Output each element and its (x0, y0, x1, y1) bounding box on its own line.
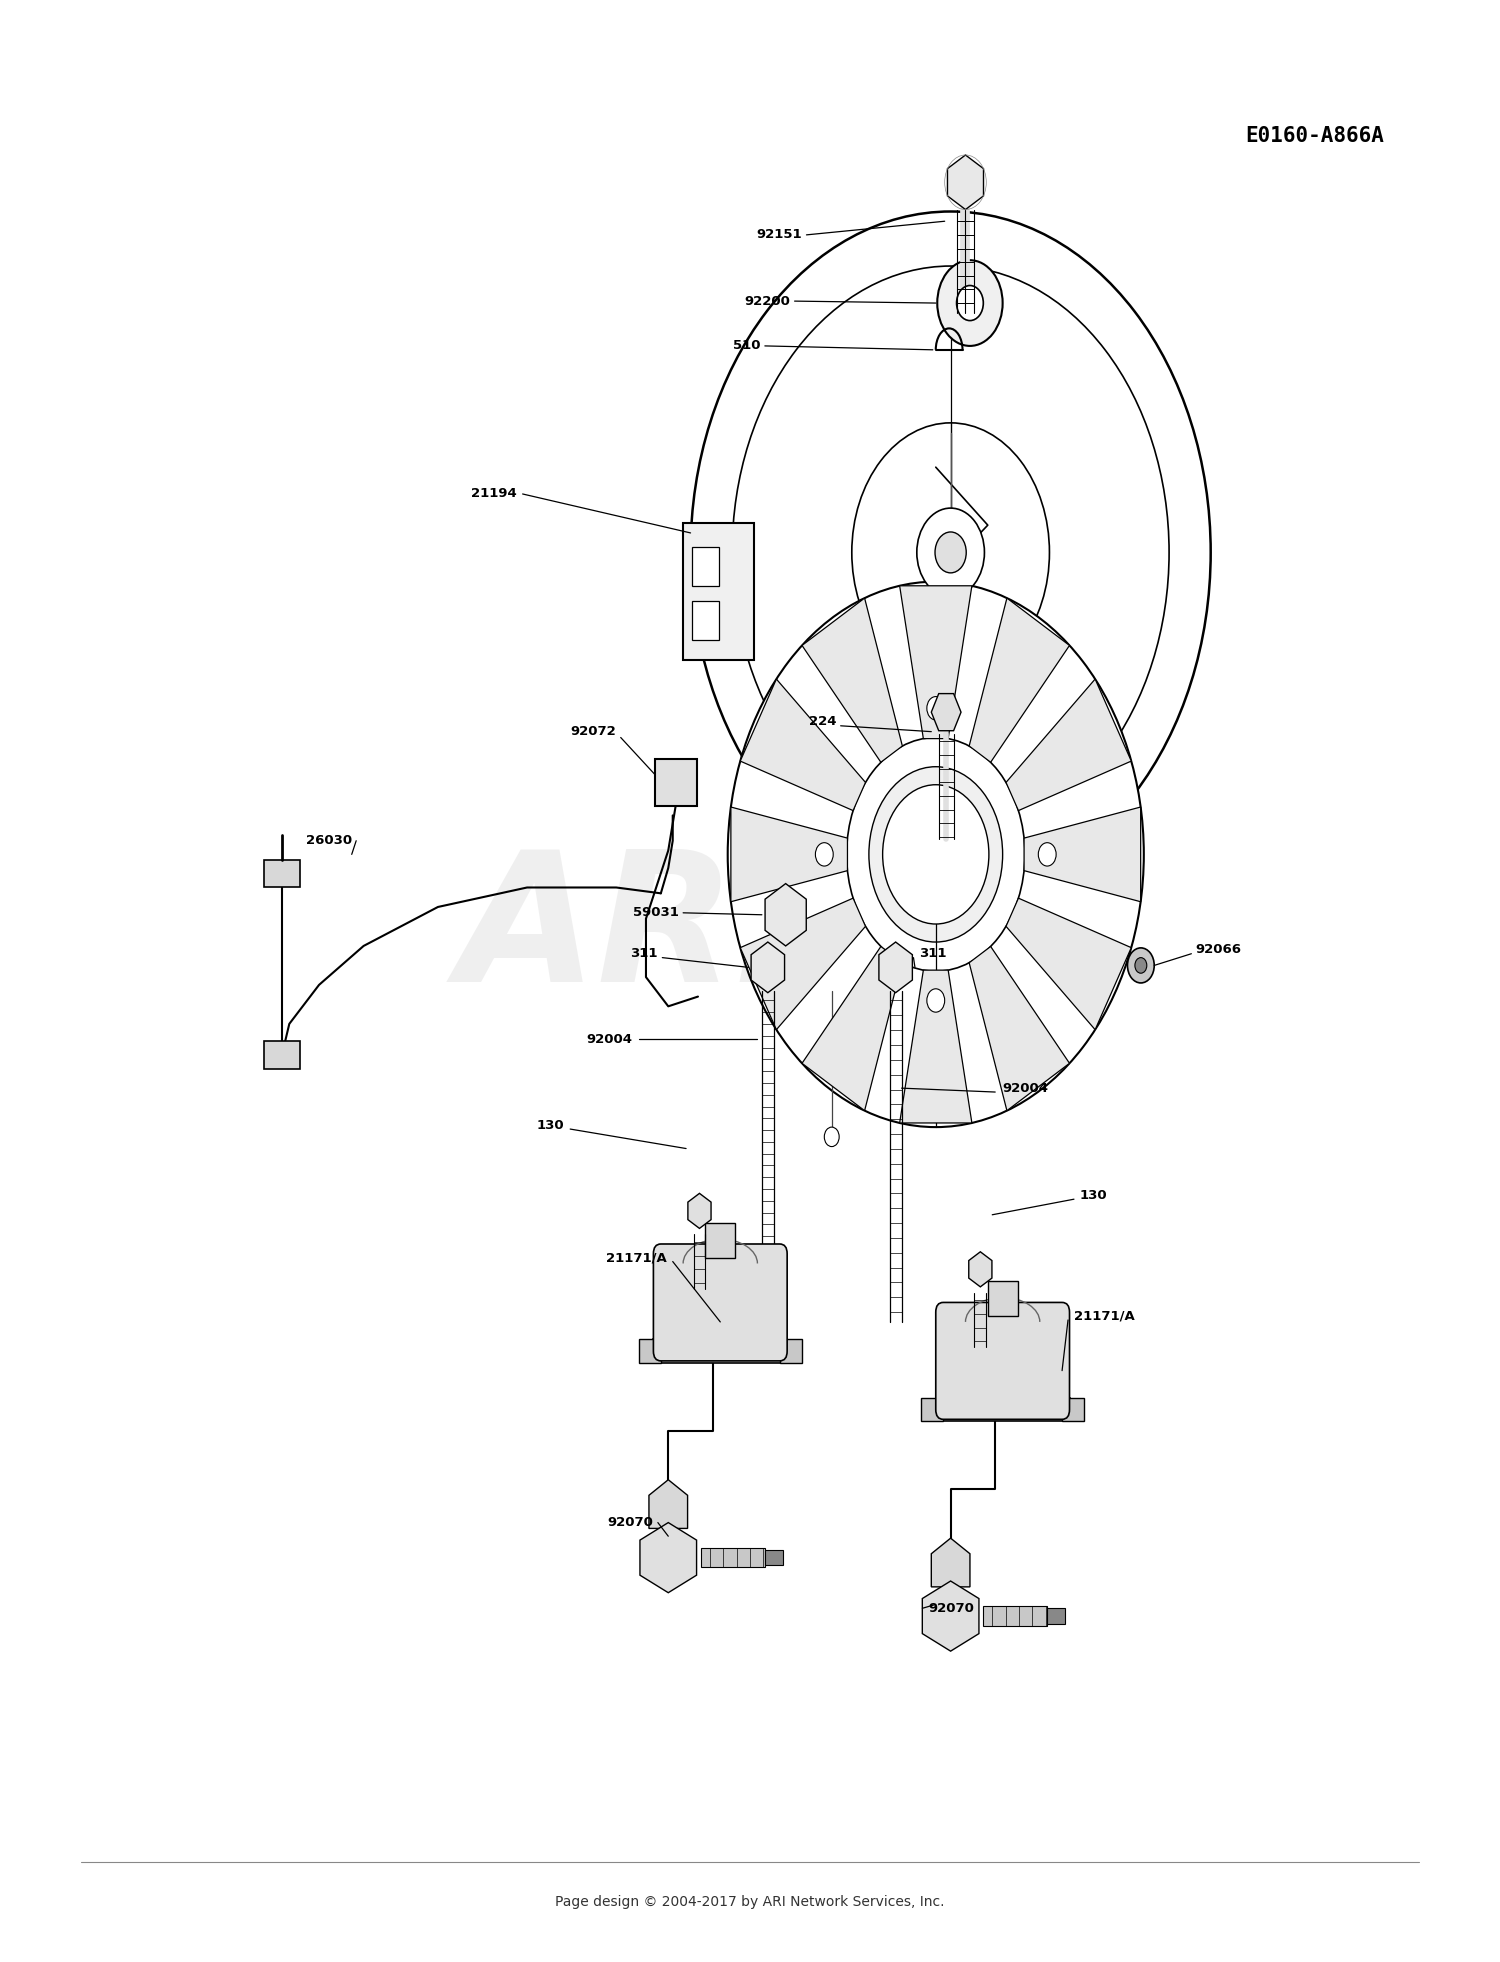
Text: Page design © 2004-2017 by ARI Network Services, Inc.: Page design © 2004-2017 by ARI Network S… (555, 1895, 945, 1909)
Bar (692, 600, 718, 640)
Circle shape (852, 424, 1050, 683)
Text: 92151: 92151 (756, 228, 802, 241)
Text: 21194: 21194 (471, 487, 516, 500)
Circle shape (732, 267, 1168, 840)
Polygon shape (948, 155, 984, 210)
Polygon shape (879, 942, 912, 993)
Circle shape (1128, 948, 1154, 983)
Polygon shape (752, 942, 784, 993)
Text: 92070: 92070 (928, 1601, 974, 1615)
Circle shape (1136, 957, 1148, 973)
Circle shape (934, 532, 966, 573)
Polygon shape (802, 946, 903, 1110)
Bar (988, 1281, 1017, 1317)
Circle shape (868, 767, 1002, 942)
Bar (692, 547, 718, 585)
Bar (656, 759, 696, 806)
Circle shape (938, 261, 1002, 345)
Polygon shape (1007, 899, 1131, 1030)
Text: E0160-A866A: E0160-A866A (1245, 126, 1384, 145)
Polygon shape (932, 1538, 970, 1587)
Text: 92004: 92004 (586, 1032, 633, 1046)
Bar (682, 524, 754, 659)
Circle shape (927, 697, 945, 720)
Polygon shape (741, 679, 866, 810)
Circle shape (846, 738, 1024, 971)
Circle shape (916, 508, 984, 596)
Text: 130: 130 (1080, 1189, 1107, 1203)
Text: 92004: 92004 (1002, 1081, 1048, 1095)
Polygon shape (922, 1581, 980, 1652)
Text: 92072: 92072 (570, 726, 616, 738)
Polygon shape (730, 806, 848, 903)
Text: 510: 510 (734, 339, 760, 353)
Polygon shape (700, 1548, 765, 1568)
Text: 26030: 26030 (306, 834, 351, 848)
Polygon shape (984, 1607, 1047, 1626)
Polygon shape (932, 695, 962, 730)
Text: 92070: 92070 (608, 1517, 654, 1528)
Circle shape (1038, 844, 1056, 865)
Polygon shape (1024, 806, 1140, 903)
Circle shape (927, 989, 945, 1012)
Text: 21171/A: 21171/A (606, 1252, 668, 1264)
Polygon shape (650, 1479, 687, 1528)
Text: 21171/A: 21171/A (1074, 1309, 1134, 1322)
Polygon shape (688, 1193, 711, 1228)
Polygon shape (969, 598, 1070, 763)
Bar (780, 1340, 802, 1364)
Circle shape (825, 1126, 839, 1146)
Bar (1062, 1397, 1084, 1420)
Polygon shape (802, 598, 903, 763)
Bar (654, 1340, 788, 1364)
Text: 59031: 59031 (633, 906, 678, 920)
FancyBboxPatch shape (654, 1244, 788, 1362)
Bar (921, 1397, 944, 1420)
Bar (936, 1397, 1070, 1420)
Polygon shape (969, 1252, 992, 1287)
Circle shape (816, 844, 833, 865)
FancyBboxPatch shape (936, 1303, 1070, 1419)
Text: 92066: 92066 (1196, 944, 1242, 955)
Polygon shape (741, 899, 866, 1030)
Bar (705, 1222, 735, 1258)
Text: 130: 130 (537, 1118, 564, 1132)
Polygon shape (969, 946, 1070, 1110)
Circle shape (690, 212, 1210, 893)
Polygon shape (900, 969, 972, 1122)
Text: 311: 311 (630, 948, 658, 959)
Text: ARI: ARI (458, 844, 804, 1020)
Polygon shape (765, 883, 807, 946)
Circle shape (728, 581, 1144, 1126)
Circle shape (957, 286, 984, 320)
Polygon shape (900, 587, 972, 738)
Text: 92200: 92200 (744, 294, 790, 308)
Polygon shape (1007, 679, 1131, 810)
Bar (264, 1042, 300, 1069)
Bar (639, 1340, 662, 1364)
Bar (765, 1550, 783, 1566)
Bar (264, 859, 300, 887)
Text: 224: 224 (808, 716, 836, 728)
Circle shape (882, 785, 989, 924)
Text: 311: 311 (920, 948, 946, 959)
Polygon shape (640, 1523, 696, 1593)
Bar (1047, 1609, 1065, 1625)
